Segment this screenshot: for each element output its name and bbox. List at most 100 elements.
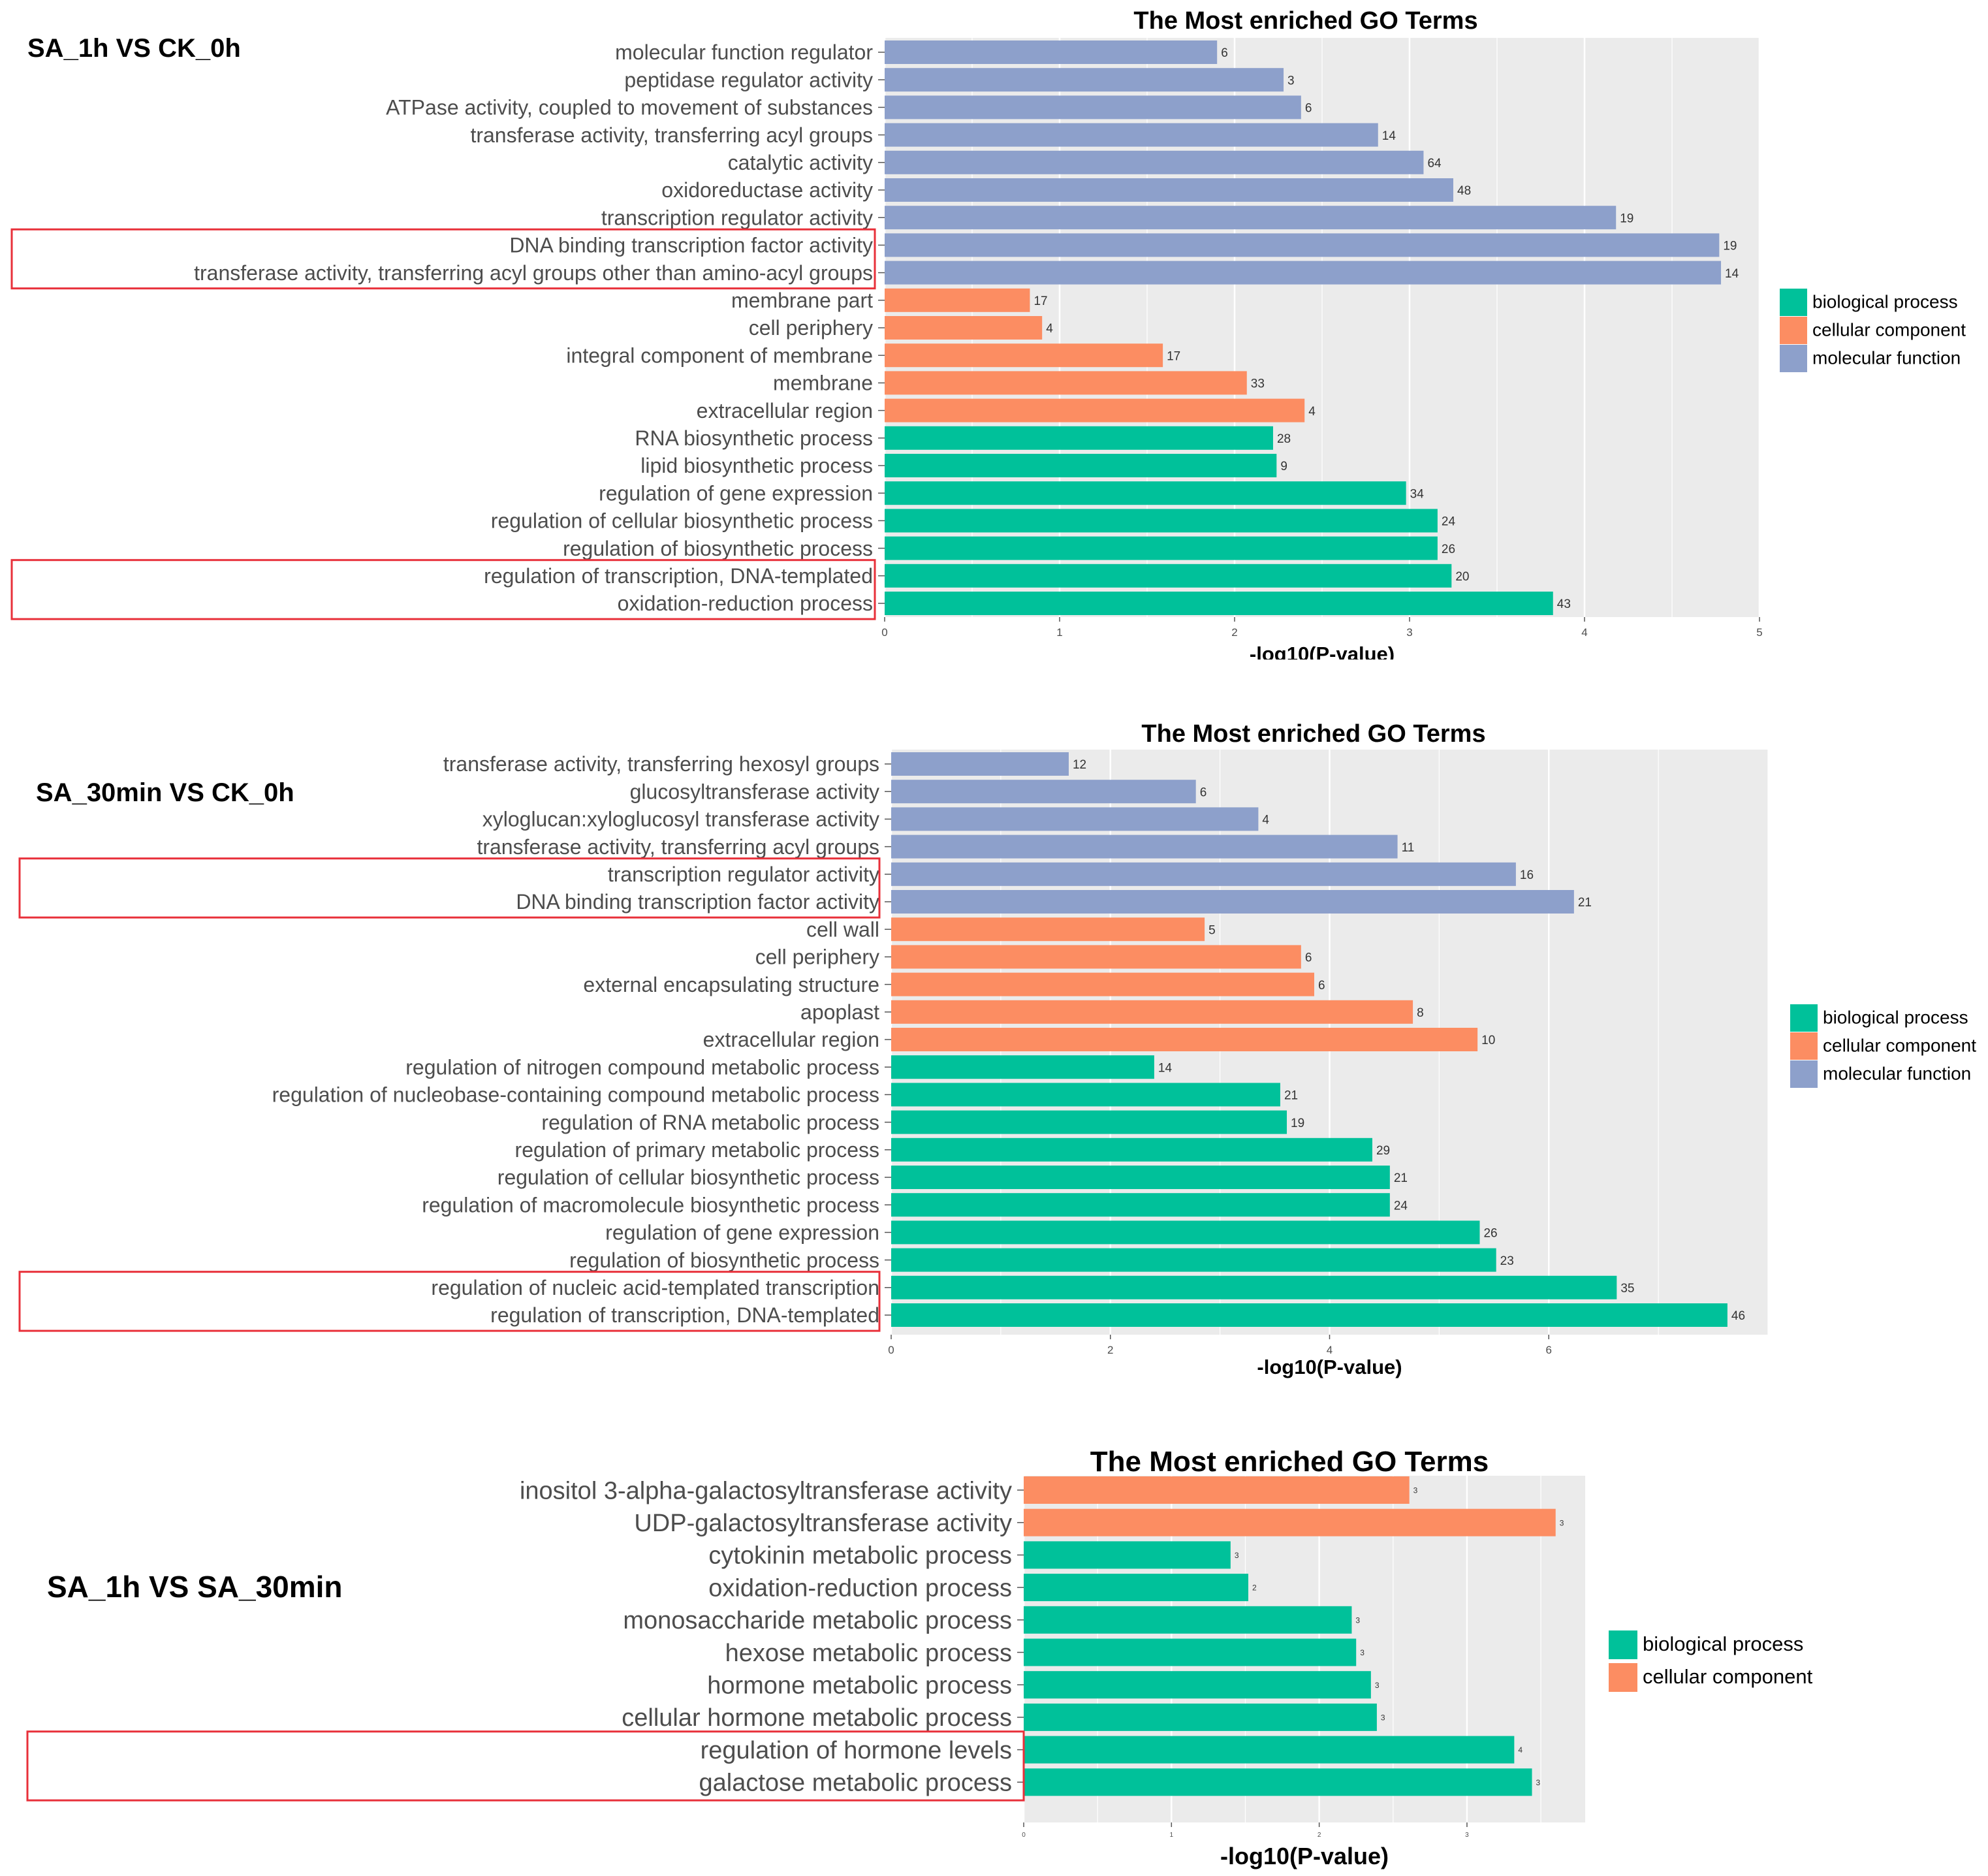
legend-label: biological process bbox=[1823, 1007, 1968, 1027]
bar-count-label: 3 bbox=[1375, 1681, 1380, 1690]
category-label: transferase activity, transferring acyl … bbox=[470, 123, 873, 147]
category-label: oxidation-reduction process bbox=[708, 1574, 1012, 1602]
bar-count-label: 4 bbox=[1308, 405, 1316, 419]
legend-swatch bbox=[1790, 1032, 1818, 1060]
legend-swatch bbox=[1609, 1630, 1637, 1659]
bar-count-label: 6 bbox=[1305, 102, 1312, 116]
category-label: transcription regulator activity bbox=[608, 863, 879, 886]
bar-count-label: 3 bbox=[1536, 1778, 1541, 1787]
category-label: molecular function regulator bbox=[615, 40, 873, 64]
bar bbox=[885, 150, 1424, 174]
x-tick-label: 2 bbox=[1317, 1832, 1321, 1839]
bar bbox=[1024, 1638, 1357, 1666]
category-label: DNA binding transcription factor activit… bbox=[509, 234, 873, 257]
bar-count-label: 3 bbox=[1560, 1518, 1564, 1527]
category-label: regulation of macromolecule biosynthetic… bbox=[422, 1193, 879, 1216]
category-label: regulation of gene expression bbox=[605, 1221, 879, 1245]
legend-label: molecular function bbox=[1823, 1063, 1971, 1083]
bar-count-label: 3 bbox=[1381, 1713, 1385, 1722]
bar bbox=[891, 752, 1069, 776]
bar bbox=[885, 564, 1452, 588]
bar-count-label: 14 bbox=[1158, 1061, 1173, 1075]
category-label: RNA biosynthetic process bbox=[635, 426, 873, 450]
category-label: transferase activity, transferring hexos… bbox=[443, 752, 879, 776]
bar-count-label: 24 bbox=[1442, 515, 1456, 529]
bar-count-label: 26 bbox=[1483, 1227, 1497, 1241]
bar bbox=[885, 509, 1438, 533]
bar bbox=[891, 1028, 1478, 1051]
category-label: regulation of primary metabolic process bbox=[515, 1138, 879, 1162]
chart-panel-sa1h-vs-ck0h: SA_1h VS CK_0h The Most enriched GO Term… bbox=[0, 0, 1988, 660]
bar bbox=[885, 233, 1720, 257]
chart-panel-sa1h-vs-sa30min: SA_1h VS SA_30min The Most enriched GO T… bbox=[0, 1433, 1988, 1876]
comparison-label: SA_30min VS CK_0h bbox=[36, 778, 294, 807]
bar-count-label: 3 bbox=[1235, 1551, 1239, 1560]
bar-count-label: 2 bbox=[1252, 1583, 1257, 1593]
bar bbox=[1024, 1476, 1410, 1504]
x-tick-label: 5 bbox=[1756, 626, 1762, 639]
bar-count-label: 12 bbox=[1073, 758, 1086, 772]
bar bbox=[885, 316, 1043, 340]
bar bbox=[891, 1303, 1728, 1327]
bar bbox=[885, 288, 1030, 312]
category-label: regulation of gene expression bbox=[599, 481, 873, 505]
bar-count-label: 19 bbox=[1291, 1117, 1304, 1130]
bar bbox=[891, 890, 1574, 914]
bar-count-label: 6 bbox=[1200, 786, 1207, 799]
x-tick-label: 0 bbox=[881, 626, 887, 639]
bar bbox=[891, 1000, 1413, 1024]
bar-count-label: 14 bbox=[1382, 129, 1396, 143]
x-tick-label: 3 bbox=[1465, 1832, 1469, 1839]
bar bbox=[891, 1083, 1280, 1107]
bar-count-label: 6 bbox=[1305, 951, 1312, 965]
bar bbox=[885, 261, 1722, 285]
highlight-box bbox=[10, 228, 876, 290]
bar-count-label: 23 bbox=[1500, 1254, 1514, 1268]
bar bbox=[891, 1110, 1287, 1134]
bar bbox=[885, 40, 1218, 64]
legend-swatch bbox=[1609, 1663, 1637, 1692]
bar-count-label: 3 bbox=[1360, 1648, 1365, 1657]
bar bbox=[891, 1137, 1372, 1162]
comparison-label: SA_1h VS CK_0h bbox=[27, 34, 241, 63]
category-label: regulation of biosynthetic process bbox=[569, 1248, 879, 1272]
chart-title: The Most enriched GO Terms bbox=[1141, 720, 1485, 748]
bar-count-label: 48 bbox=[1457, 184, 1471, 198]
category-label: external encapsulating structure bbox=[583, 973, 879, 996]
category-label: glucosyltransferase activity bbox=[630, 780, 879, 803]
bar-chart-svg: The Most enriched GO Terms inositol 3-alp… bbox=[26, 1446, 1813, 1869]
category-label: regulation of biosynthetic process bbox=[563, 537, 873, 560]
x-tick-label: 1 bbox=[1056, 626, 1062, 639]
category-label: ATPase activity, coupled to movement of … bbox=[386, 96, 873, 119]
category-label: regulation of RNA metabolic process bbox=[541, 1111, 879, 1134]
x-axis-label: -log10(P-value) bbox=[1250, 643, 1395, 660]
legend-label: cellular component bbox=[1823, 1035, 1976, 1055]
category-label: apoplast bbox=[800, 1000, 879, 1024]
bar bbox=[1024, 1606, 1352, 1634]
legend-swatch bbox=[1790, 1004, 1818, 1032]
bar bbox=[891, 1055, 1154, 1079]
bar bbox=[891, 1166, 1390, 1189]
legend-swatch bbox=[1780, 345, 1807, 372]
chart-title: The Most enriched GO Terms bbox=[1090, 1446, 1489, 1478]
bar bbox=[1024, 1508, 1556, 1536]
bar-count-label: 3 bbox=[1413, 1486, 1418, 1495]
bar bbox=[885, 178, 1453, 202]
bar bbox=[885, 371, 1247, 395]
category-label: regulation of cellular biosynthetic proc… bbox=[497, 1166, 879, 1189]
x-tick-label: 6 bbox=[1546, 1344, 1552, 1356]
bar bbox=[1024, 1671, 1371, 1699]
bar-count-label: 26 bbox=[1442, 543, 1455, 556]
bar-count-label: 28 bbox=[1277, 432, 1291, 446]
bar-count-label: 19 bbox=[1620, 212, 1633, 225]
category-label: cell periphery bbox=[749, 316, 873, 340]
bar-count-label: 35 bbox=[1620, 1282, 1634, 1296]
x-tick-label: 2 bbox=[1107, 1344, 1113, 1356]
bar bbox=[885, 592, 1553, 615]
category-label: hexose metabolic process bbox=[725, 1640, 1012, 1667]
bar bbox=[885, 398, 1305, 422]
chart-title: The Most enriched GO Terms bbox=[1133, 7, 1477, 35]
bar bbox=[891, 972, 1314, 996]
bar-count-label: 4 bbox=[1262, 814, 1269, 827]
bar bbox=[891, 1220, 1480, 1245]
